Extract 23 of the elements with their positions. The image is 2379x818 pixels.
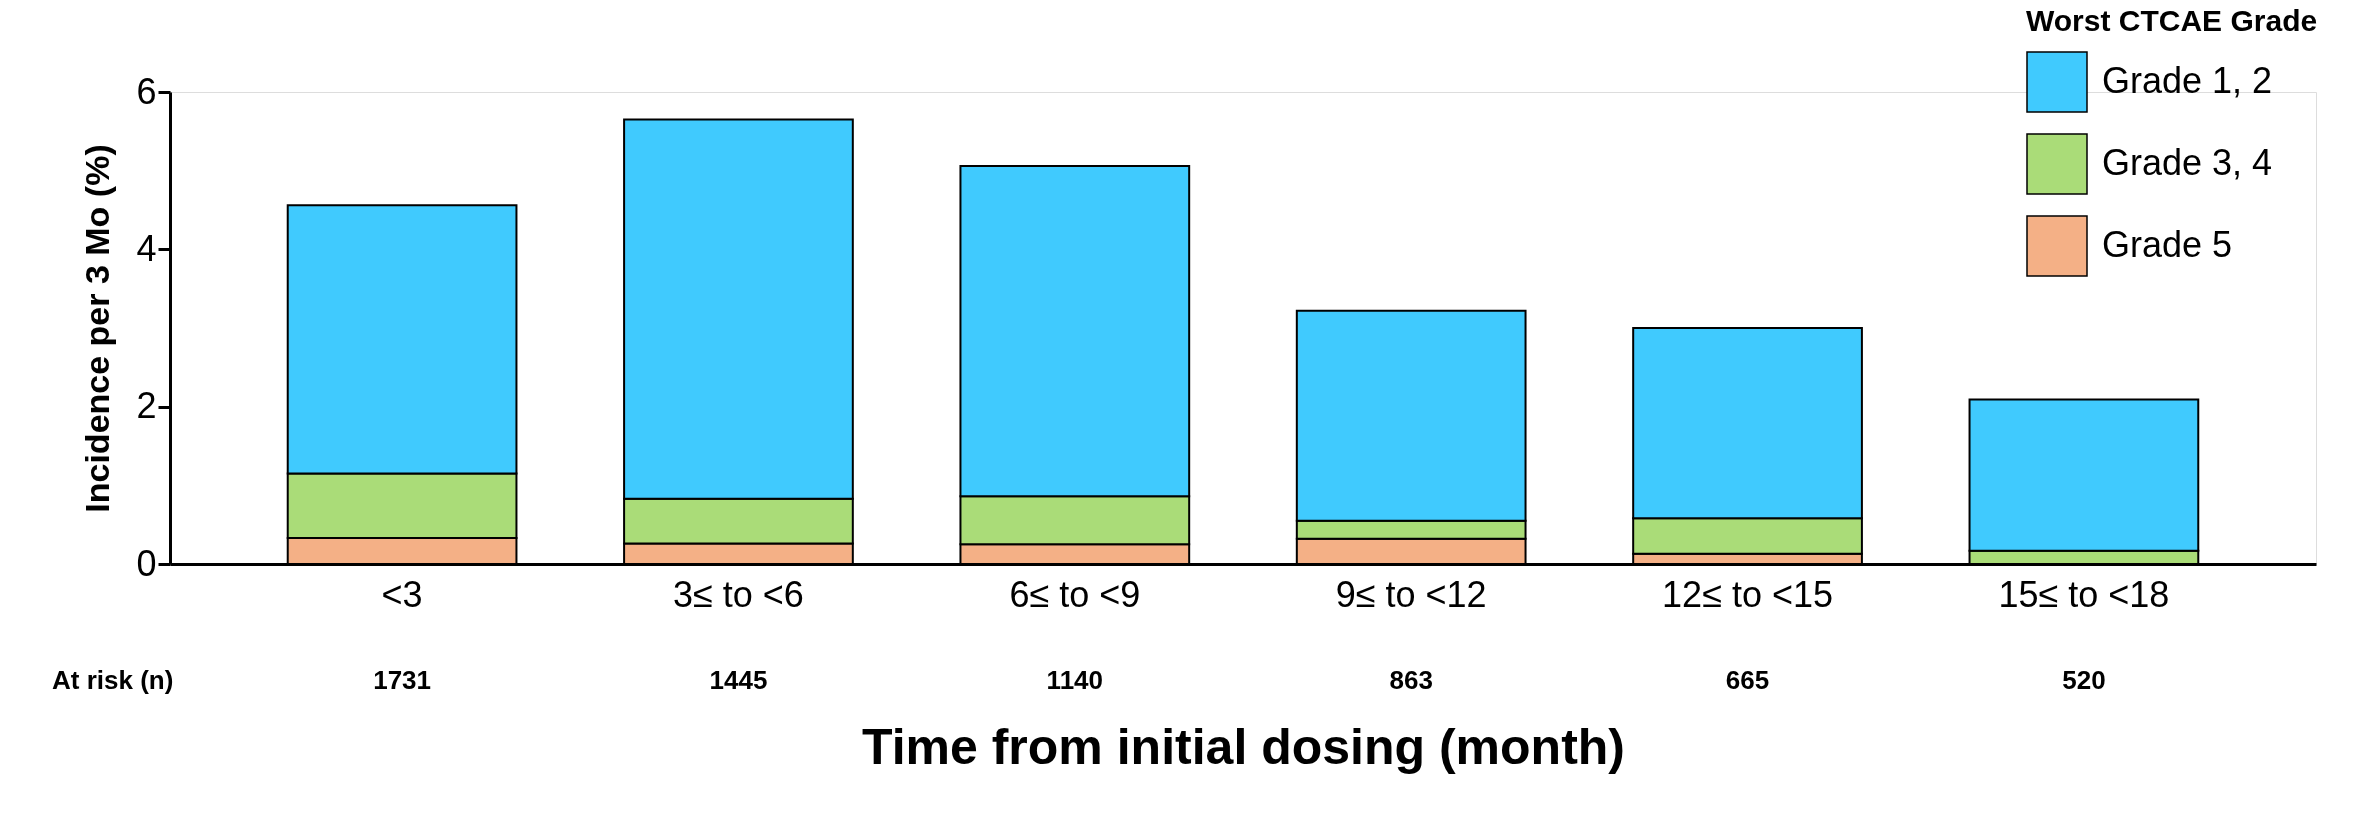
x-tick-label: 12≤ to <15 [1662,573,1833,615]
y-axis-title: Incidence per 3 Mo (%) [78,144,117,513]
legend-label: Grade 3, 4 [2102,142,2273,183]
legend-label: Grade 1, 2 [2102,60,2273,101]
text: 863 [1389,665,1433,695]
text: 1731 [373,665,432,695]
y-tick-label: 4 [136,227,157,269]
x-tick-label: 9≤ to <12 [1335,573,1487,615]
text: 665 [1725,665,1770,695]
y-tick-label: 0 [136,542,157,584]
x-tick-label: 6≤ to <9 [1009,573,1141,615]
y-tick-label: 6 [136,70,157,112]
x-tick-label: <3 [381,573,423,615]
legend-label: Grade 5 [2102,224,2233,265]
legend-title: Worst CTCAE Grade [2026,4,2318,37]
text: At risk (n) [52,665,174,695]
x-axis-title: Time from initial dosing (month) [862,718,1625,775]
text: 1140 [1046,665,1104,695]
text: 1445 [709,665,768,695]
x-tick-label: 15≤ to <18 [1998,573,2170,615]
x-tick-label: 3≤ to <6 [673,573,804,615]
y-tick-label: 2 [136,385,157,427]
text: 520 [2062,665,2106,695]
